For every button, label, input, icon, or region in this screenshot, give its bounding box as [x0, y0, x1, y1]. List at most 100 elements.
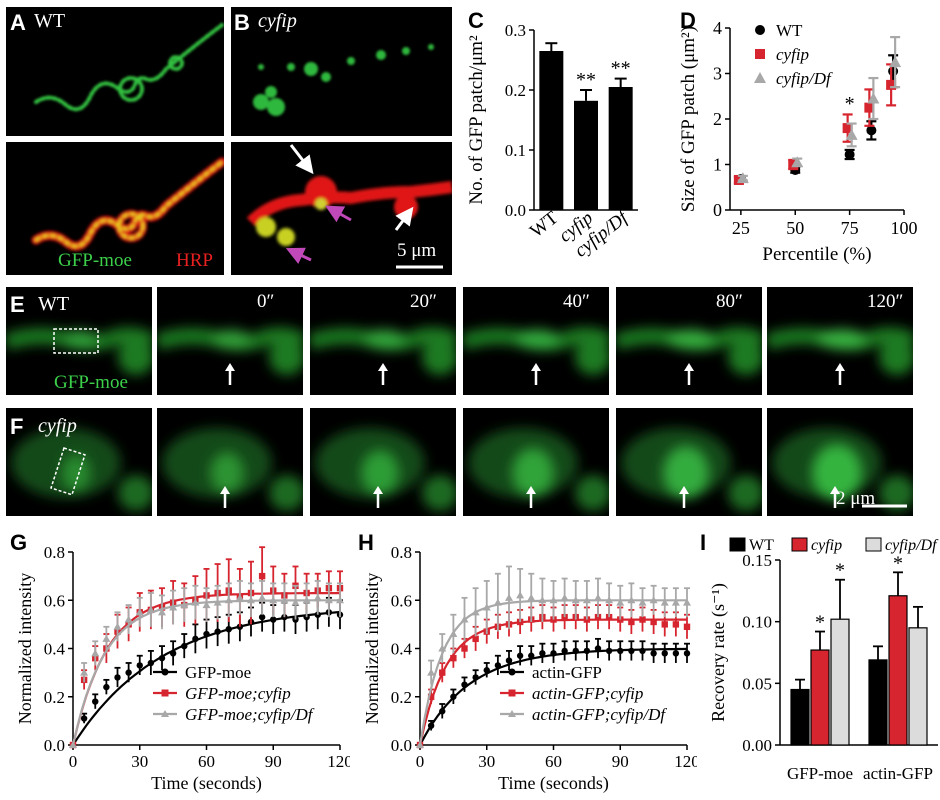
- i-legend-label: cyfip/Df: [885, 537, 939, 554]
- h-point: [605, 596, 614, 604]
- g-point: [214, 628, 221, 635]
- h-point: [449, 630, 458, 638]
- stain-label-red: HRP: [176, 250, 213, 271]
- f-frame: [6, 408, 152, 516]
- i-bar: [830, 618, 850, 746]
- g-point: [269, 596, 278, 604]
- h-xtick-label: 30: [478, 752, 495, 771]
- g-point: [135, 608, 144, 616]
- g-ytick-label: 0.8: [44, 543, 65, 562]
- i-significance: *: [893, 552, 903, 574]
- g-ytick-label: 0.6: [44, 591, 65, 610]
- h-ylabel: Normalized intensity: [362, 573, 382, 724]
- h-point: [617, 647, 624, 655]
- h-point: [494, 662, 502, 669]
- f-frame-image: [468, 428, 609, 511]
- e-frame: [767, 287, 913, 395]
- f-frame: [616, 408, 762, 516]
- f-frame-image: [315, 428, 456, 511]
- d-point-cyfipdf: [889, 56, 902, 68]
- h-xtick-label: 90: [612, 752, 629, 771]
- panel-i-letter: I: [700, 530, 707, 555]
- i-bar: [810, 649, 830, 746]
- i-significance: *: [815, 612, 825, 634]
- h-point: [594, 613, 602, 621]
- f-frame: [767, 408, 913, 516]
- g-point: [158, 654, 166, 662]
- g-point: [92, 698, 99, 705]
- g-point: [225, 626, 232, 633]
- panel-g-letter: G: [10, 530, 28, 555]
- g-point: [114, 674, 121, 681]
- h-legend-label: actin-GFP;cyfip: [532, 684, 643, 703]
- h-xtick-label: 0: [416, 752, 425, 771]
- panel-e-genotype: WT: [38, 293, 70, 315]
- h-point: [439, 669, 446, 676]
- d-xtick-label: 100: [891, 218, 918, 238]
- neuron-merge-wt: [31, 157, 224, 251]
- h-point: [627, 596, 636, 604]
- arrow-icon: [526, 486, 536, 494]
- h-legend-marker: [508, 668, 516, 676]
- g-legend-label: GFP-moe;cyfip: [185, 684, 291, 703]
- arrow-icon: [378, 363, 388, 371]
- h-point: [594, 645, 602, 652]
- e-frame-image: [463, 327, 609, 385]
- g-point: [258, 593, 267, 601]
- panel-e-letter: E: [10, 292, 25, 317]
- g-point: [181, 642, 188, 650]
- g-point: [69, 741, 77, 748]
- d-point-wt: [866, 125, 877, 136]
- arrow-icon: [679, 486, 689, 494]
- panel-e-marker: GFP-moe: [54, 372, 128, 393]
- d-significance: *: [845, 93, 855, 115]
- g-point: [336, 596, 344, 604]
- i-legend-label: cyfip: [811, 537, 842, 554]
- i-category-label: actin-GFP: [863, 764, 933, 783]
- g-point: [235, 593, 244, 601]
- h-point: [527, 593, 536, 601]
- h-point: [528, 652, 535, 659]
- e-neurite-blob: [728, 339, 762, 375]
- h-point: [594, 593, 602, 601]
- h-point: [616, 598, 625, 606]
- d-ytick-label: 3: [713, 64, 722, 84]
- g-xtick-label: 90: [265, 752, 282, 771]
- stain-label-green: GFP-moe: [58, 250, 132, 271]
- i-bar: [790, 688, 810, 746]
- g-point: [136, 662, 143, 669]
- d-point-cyfipdf: [845, 128, 858, 140]
- e-frame: [616, 287, 762, 395]
- panel-c-letter: C: [468, 8, 484, 33]
- d-point-wt: [844, 149, 855, 160]
- i-bar: [868, 659, 888, 746]
- neuron-green-cyfip: [253, 44, 434, 116]
- panel-b-letter: B: [234, 10, 250, 35]
- f-neurite-blob: [422, 475, 456, 511]
- panel-a-green-image: [6, 7, 224, 136]
- f-neurite-blob: [728, 475, 762, 511]
- roi-box: [53, 328, 99, 354]
- e-timestamp: 120″: [867, 291, 904, 312]
- g-point: [158, 608, 166, 616]
- e-frame-image: [6, 327, 152, 375]
- g-point: [258, 572, 266, 580]
- g-point: [169, 650, 177, 657]
- d-ytick-label: 2: [713, 109, 722, 129]
- f-neurite-blob: [575, 475, 609, 511]
- g-point: [125, 669, 132, 676]
- h-point: [650, 618, 657, 626]
- h-point: [483, 667, 490, 674]
- g-point: [281, 613, 288, 621]
- panel-b-green-image: [231, 7, 452, 136]
- h-point: [683, 598, 691, 606]
- e-frame: [310, 287, 456, 395]
- arrow-icon: [225, 363, 235, 371]
- arrow-icon: [835, 363, 845, 371]
- e-patch: [669, 329, 713, 349]
- h-point: [560, 593, 569, 601]
- panel-f-letter: F: [10, 414, 24, 439]
- h-point: [471, 608, 480, 616]
- panel-d-chart: 0 1 2 3 4 25 50 75 100 Percentile (%) Size of GFP …: [678, 18, 918, 265]
- d-xlabel: Percentile (%): [762, 244, 871, 265]
